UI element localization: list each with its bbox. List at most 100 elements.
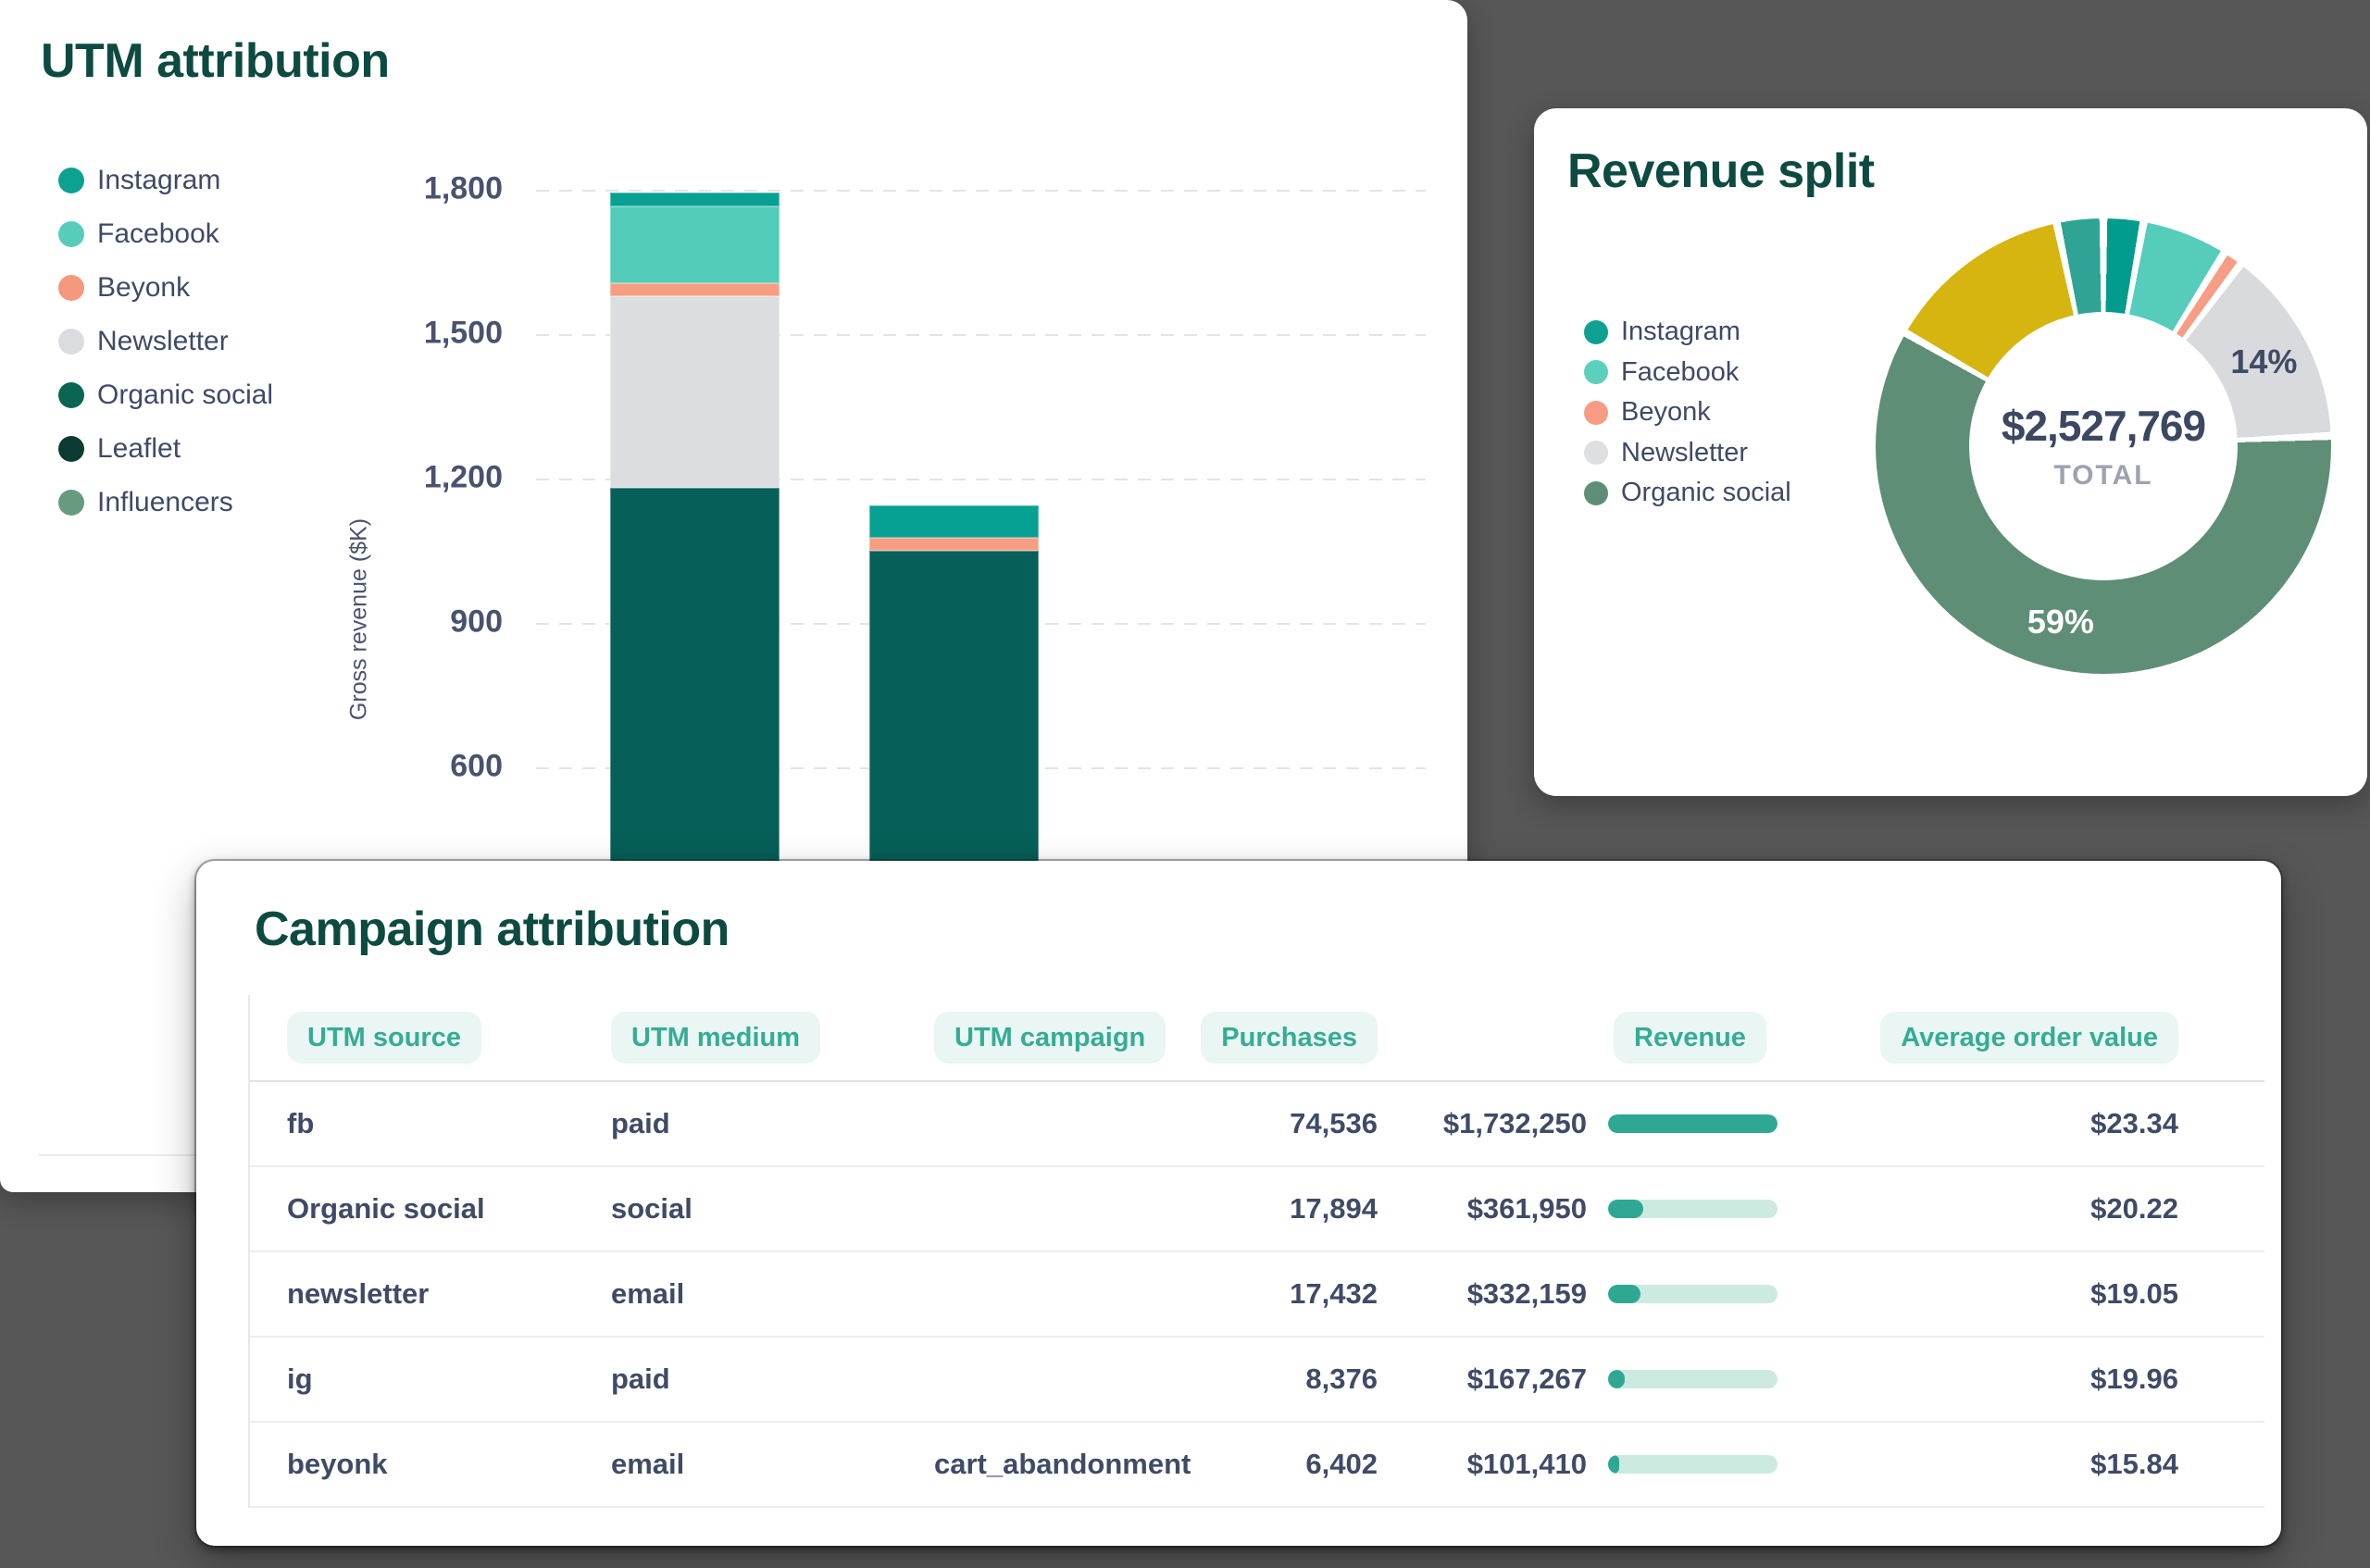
bar-segment-bar-1-instagram[interactable] [610,193,780,207]
cell-revenue: $332,159 [1466,1277,1587,1310]
revenue-split-card: Revenue split Instagram Facebook Beyonk New… [1534,108,2367,796]
cell-utm-source: ig [287,1363,313,1395]
cell-utm-medium: email [611,1448,685,1480]
revenue-split-title: Revenue split [1567,144,1875,198]
donut-total-value: $2,527,769 [2001,402,2206,450]
cell-utm-source: fb [287,1107,315,1139]
cell-utm-campaign: cart_abandonment [934,1448,1191,1480]
gridline-1800 [536,190,1426,192]
revenue-bar-track [1608,1114,1778,1133]
cell-revenue-bar [1587,1200,1793,1218]
legend-label: Facebook [97,218,219,249]
cell-purchases: 17,894 [1290,1192,1378,1225]
cell-revenue-bar [1587,1370,1793,1388]
revenue-bar-track [1608,1455,1778,1474]
donut-chart[interactable]: $2,527,769 TOTAL 14% 59% [1876,218,2331,674]
legend-dot [58,382,84,408]
cell-utm-source: beyonk [287,1448,388,1480]
table-row-organic-social: Organic social social 17,894 $361,950 $20.22 [250,1167,2264,1252]
cell-utm-source: Organic social [287,1192,485,1225]
column-header-utm-campaign[interactable]: UTM campaign [934,1012,1166,1064]
cell-purchases: 17,432 [1290,1277,1378,1310]
campaign-table-header: UTM source UTM medium UTM campaign Purchase… [250,995,2264,1082]
legend-label: Organic social [97,380,274,410]
revenue-bar-fill [1608,1285,1641,1303]
column-header-utm-source[interactable]: UTM source [287,1012,481,1064]
legend-item-leaflet[interactable]: Leaflet [58,422,273,476]
legend-label: Beyonk [97,272,191,303]
revenue-bar-fill [1608,1370,1625,1388]
bar-segment-bar-1-facebook[interactable] [610,206,780,283]
legend-dot [58,275,84,301]
legend-dot [1584,400,1608,425]
cell-revenue-bar [1587,1455,1793,1474]
legend-dot [58,490,84,516]
legend-label: Facebook [1621,356,1740,387]
legend-dot [1584,360,1608,385]
legend-item-influencers[interactable]: Influencers [58,476,273,529]
column-header-purchases[interactable]: Purchases [1201,1012,1378,1064]
gridline-1200 [536,479,1426,480]
y-tick-600: 600 [450,748,503,784]
legend-item-facebook[interactable]: Facebook [1584,353,1791,393]
donut-percent-label-newsletter: 14% [2230,342,2298,380]
y-tick-1200: 1,200 [423,459,503,495]
table-row-beyonk: beyonk email cart_abandonment 6,402 $101,410… [250,1423,2264,1508]
cell-revenue: $361,950 [1466,1192,1587,1225]
legend-item-beyonk[interactable]: Beyonk [1584,392,1791,433]
campaign-attribution-card: Campaign attribution UTM source UTM mediu… [196,861,2281,1546]
legend-dot [1584,480,1608,505]
cell-average-order-value: $20.22 [2090,1192,2178,1225]
bar-segment-bar-2-beyonk[interactable] [869,537,1039,551]
cell-purchases: 6,402 [1305,1448,1378,1480]
revenue-bar-track [1608,1285,1778,1303]
bar-segment-bar-1-beyonk[interactable] [610,282,780,296]
cell-average-order-value: $19.05 [2090,1277,2178,1310]
y-tick-1800: 1,800 [423,170,503,206]
legend-dot [58,436,84,462]
column-header-utm-medium[interactable]: UTM medium [611,1012,821,1064]
legend-item-instagram[interactable]: Instagram [1584,312,1791,353]
donut-percent-label-organic-social: 59% [2027,603,2094,641]
table-row-ig: ig paid 8,376 $167,267 $19.96 [250,1338,2264,1423]
cell-revenue: $101,410 [1466,1448,1587,1480]
cell-utm-medium: paid [611,1363,670,1395]
legend-dot [1584,319,1608,344]
utm-legend: Instagram Facebook Beyonk Newsletter Organic… [58,154,273,529]
revenue-bar-fill [1608,1200,1644,1218]
donut-total-label: TOTAL [2053,460,2153,491]
revenue-bar-fill [1608,1114,1778,1133]
legend-item-beyonk[interactable]: Beyonk [58,261,273,315]
legend-label: Beyonk [1621,397,1711,428]
legend-item-newsletter[interactable]: Newsletter [1584,433,1791,474]
cell-utm-medium: paid [611,1107,670,1139]
legend-item-organic-social[interactable]: Organic social [1584,473,1791,514]
y-axis-label: Gross revenue ($K) [345,517,372,721]
legend-label: Influencers [97,487,233,517]
cell-revenue: $167,267 [1466,1363,1587,1395]
legend-label: Organic social [1621,478,1791,508]
column-header-average-order-value[interactable]: Average order value [1880,1012,2178,1064]
legend-label: Leaflet [97,433,181,464]
revenue-bar-track [1608,1370,1778,1388]
column-header-revenue[interactable]: Revenue [1614,1012,1766,1064]
y-tick-1500: 1,500 [423,315,503,351]
cell-average-order-value: $19.96 [2090,1363,2178,1395]
legend-dot [1584,441,1608,466]
cell-average-order-value: $23.34 [2090,1107,2178,1139]
legend-dot [58,168,84,193]
legend-label: Instagram [97,165,221,195]
legend-item-organic-social[interactable]: Organic social [58,368,273,422]
legend-item-newsletter[interactable]: Newsletter [58,315,273,368]
cell-utm-source: newsletter [287,1277,430,1310]
legend-item-facebook[interactable]: Facebook [58,207,273,261]
legend-label: Newsletter [97,326,229,356]
legend-label: Newsletter [1621,437,1748,467]
legend-dot [58,329,84,355]
bar-segment-bar-1-newsletter[interactable] [610,295,780,488]
cell-revenue-bar [1587,1114,1793,1133]
bar-segment-bar-2-instagram[interactable] [869,504,1039,538]
legend-item-instagram[interactable]: Instagram [58,154,273,207]
cell-revenue-bar [1587,1285,1793,1303]
